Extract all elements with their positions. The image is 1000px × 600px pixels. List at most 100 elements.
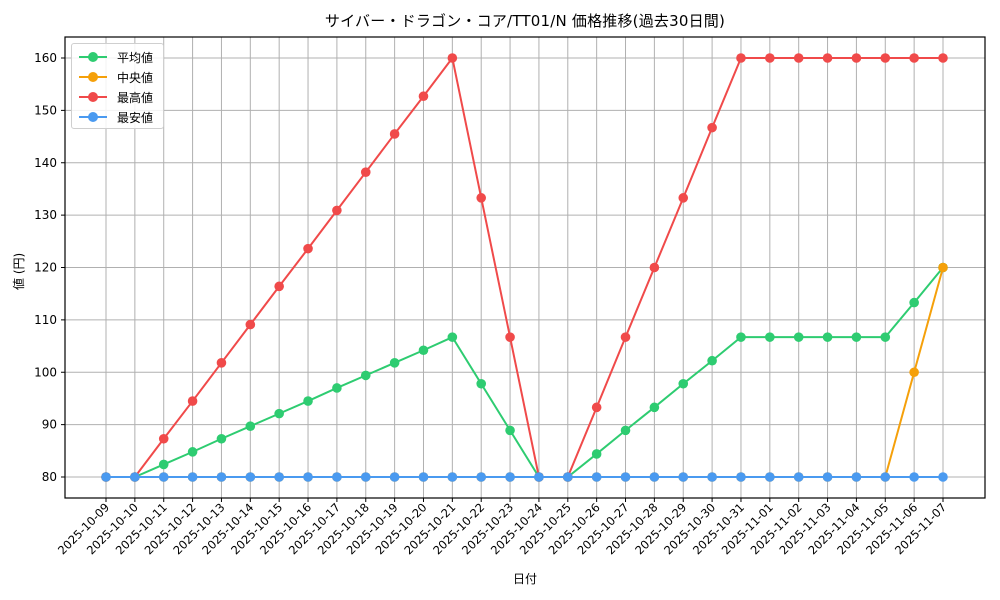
- data-point: [245, 319, 256, 330]
- data-point: [793, 332, 804, 342]
- data-point: [389, 358, 400, 368]
- data-point: [822, 332, 833, 342]
- data-point: [216, 358, 227, 368]
- data-point: [793, 472, 804, 482]
- data-point: [909, 367, 919, 378]
- data-point: [447, 472, 458, 482]
- legend-item-average: 平均値: [72, 47, 163, 67]
- data-point: [389, 472, 400, 482]
- data-point: [822, 53, 833, 63]
- data-point: [707, 355, 717, 366]
- data-point: [562, 472, 573, 482]
- data-point: [765, 472, 775, 482]
- data-point: [360, 472, 371, 482]
- data-point: [101, 472, 111, 482]
- data-point: [332, 472, 342, 482]
- data-point: [187, 396, 198, 406]
- data-point: [130, 472, 140, 482]
- data-point: [418, 472, 429, 482]
- data-point: [274, 281, 284, 292]
- legend-marker-icon: [88, 112, 98, 122]
- data-point: [303, 396, 313, 406]
- y-tick-label: 120: [34, 261, 57, 275]
- grid: [65, 37, 985, 498]
- x-axis-ticks: 2025-10-092025-10-102025-10-112025-10-12…: [55, 498, 949, 557]
- legend-item-min: 最安値: [72, 107, 163, 127]
- data-point: [736, 53, 746, 63]
- data-point: [476, 193, 487, 203]
- y-tick-label: 130: [34, 208, 57, 222]
- data-point: [822, 472, 833, 482]
- data-point: [707, 472, 717, 482]
- data-point: [851, 472, 862, 482]
- data-point: [360, 167, 371, 177]
- data-point: [938, 472, 948, 482]
- data-point: [707, 122, 717, 133]
- data-point: [851, 332, 862, 342]
- data-point: [332, 205, 342, 216]
- chart-title: サイバー・ドラゴン・コア/TT01/N 価格推移(過去30日間): [324, 12, 726, 30]
- legend-marker-icon: [88, 52, 98, 62]
- data-point: [476, 378, 487, 389]
- data-point: [938, 53, 948, 63]
- data-point: [851, 53, 862, 63]
- series-line: [101, 472, 948, 482]
- data-point: [736, 472, 746, 482]
- data-point: [765, 53, 775, 63]
- data-point: [418, 345, 429, 356]
- data-point: [447, 332, 458, 342]
- data-point: [591, 472, 602, 482]
- data-point: [360, 370, 371, 381]
- y-tick-label: 80: [42, 470, 57, 484]
- legend-item-median: 中央値: [72, 67, 163, 87]
- data-point: [909, 472, 919, 482]
- data-point: [620, 472, 631, 482]
- data-point: [187, 447, 198, 457]
- data-point: [649, 262, 660, 273]
- data-point: [216, 433, 227, 444]
- data-point: [158, 459, 169, 470]
- legend: 平均値 中央値 最高値 最安値: [71, 43, 164, 129]
- data-point: [158, 433, 169, 444]
- legend-item-max: 最高値: [72, 87, 163, 107]
- data-point: [678, 472, 689, 482]
- data-point: [158, 472, 169, 482]
- legend-marker-icon: [88, 72, 98, 82]
- data-point: [505, 332, 515, 342]
- y-axis-ticks: 80 90 100 110 120 130 140 150 160: [34, 51, 65, 484]
- data-point: [620, 332, 631, 342]
- data-point: [447, 53, 458, 63]
- data-point: [274, 472, 284, 482]
- data-point: [678, 378, 689, 389]
- data-point: [649, 402, 660, 413]
- y-tick-label: 150: [34, 103, 57, 117]
- data-point: [909, 297, 919, 308]
- y-tick-label: 90: [42, 418, 57, 432]
- data-point: [303, 243, 313, 254]
- data-point: [245, 421, 256, 431]
- data-point: [389, 129, 400, 139]
- data-point: [909, 53, 919, 63]
- y-tick-label: 100: [34, 365, 57, 379]
- y-tick-label: 140: [34, 156, 57, 170]
- data-point: [880, 332, 891, 342]
- x-axis-label: 日付: [513, 572, 538, 586]
- data-point: [938, 262, 948, 273]
- data-point: [591, 402, 602, 413]
- data-point: [765, 332, 775, 342]
- data-point: [187, 472, 198, 482]
- data-point: [303, 472, 313, 482]
- data-point: [245, 472, 256, 482]
- data-point: [274, 408, 284, 419]
- data-point: [476, 472, 487, 482]
- data-point: [216, 472, 227, 482]
- legend-marker-icon: [88, 92, 98, 102]
- data-point: [591, 449, 602, 459]
- data-point: [649, 472, 660, 482]
- data-point: [678, 193, 689, 203]
- data-point: [332, 383, 342, 393]
- data-point: [736, 332, 746, 342]
- data-point: [534, 472, 544, 482]
- y-tick-label: 160: [34, 51, 57, 65]
